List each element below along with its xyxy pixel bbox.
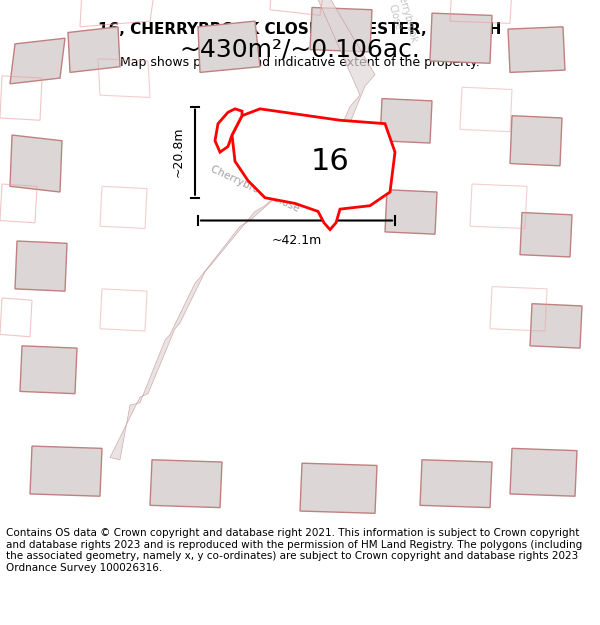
Text: Contains OS data © Crown copyright and database right 2021. This information is : Contains OS data © Crown copyright and d…: [6, 528, 582, 573]
Polygon shape: [510, 116, 562, 166]
Polygon shape: [110, 0, 375, 460]
Text: 16: 16: [311, 147, 349, 176]
Polygon shape: [310, 8, 372, 52]
Polygon shape: [198, 21, 260, 72]
Polygon shape: [150, 460, 222, 508]
Polygon shape: [10, 38, 65, 84]
Polygon shape: [215, 109, 242, 152]
Polygon shape: [420, 460, 492, 508]
Polygon shape: [430, 13, 492, 63]
Text: ~42.1m: ~42.1m: [271, 234, 322, 247]
Polygon shape: [232, 109, 395, 229]
Polygon shape: [30, 446, 102, 496]
Polygon shape: [15, 241, 67, 291]
Polygon shape: [520, 213, 572, 257]
Polygon shape: [380, 99, 432, 143]
Text: ~20.8m: ~20.8m: [172, 127, 185, 178]
Text: Map shows position and indicative extent of the property.: Map shows position and indicative extent…: [120, 56, 480, 69]
Polygon shape: [385, 190, 437, 234]
Polygon shape: [510, 448, 577, 496]
Text: ~430m²/~0.106ac.: ~430m²/~0.106ac.: [179, 38, 421, 62]
Text: 16, CHERRYBROOK CLOSE, LEICESTER, LE4 1EH: 16, CHERRYBROOK CLOSE, LEICESTER, LE4 1E…: [98, 22, 502, 37]
Polygon shape: [20, 346, 77, 394]
Text: Cherrybrook
Close: Cherrybrook Close: [382, 0, 418, 48]
Polygon shape: [300, 463, 377, 513]
Polygon shape: [530, 304, 582, 348]
Polygon shape: [10, 135, 62, 192]
Polygon shape: [68, 27, 120, 72]
Polygon shape: [508, 27, 565, 72]
Text: Cherrybrook Close: Cherrybrook Close: [209, 164, 301, 214]
